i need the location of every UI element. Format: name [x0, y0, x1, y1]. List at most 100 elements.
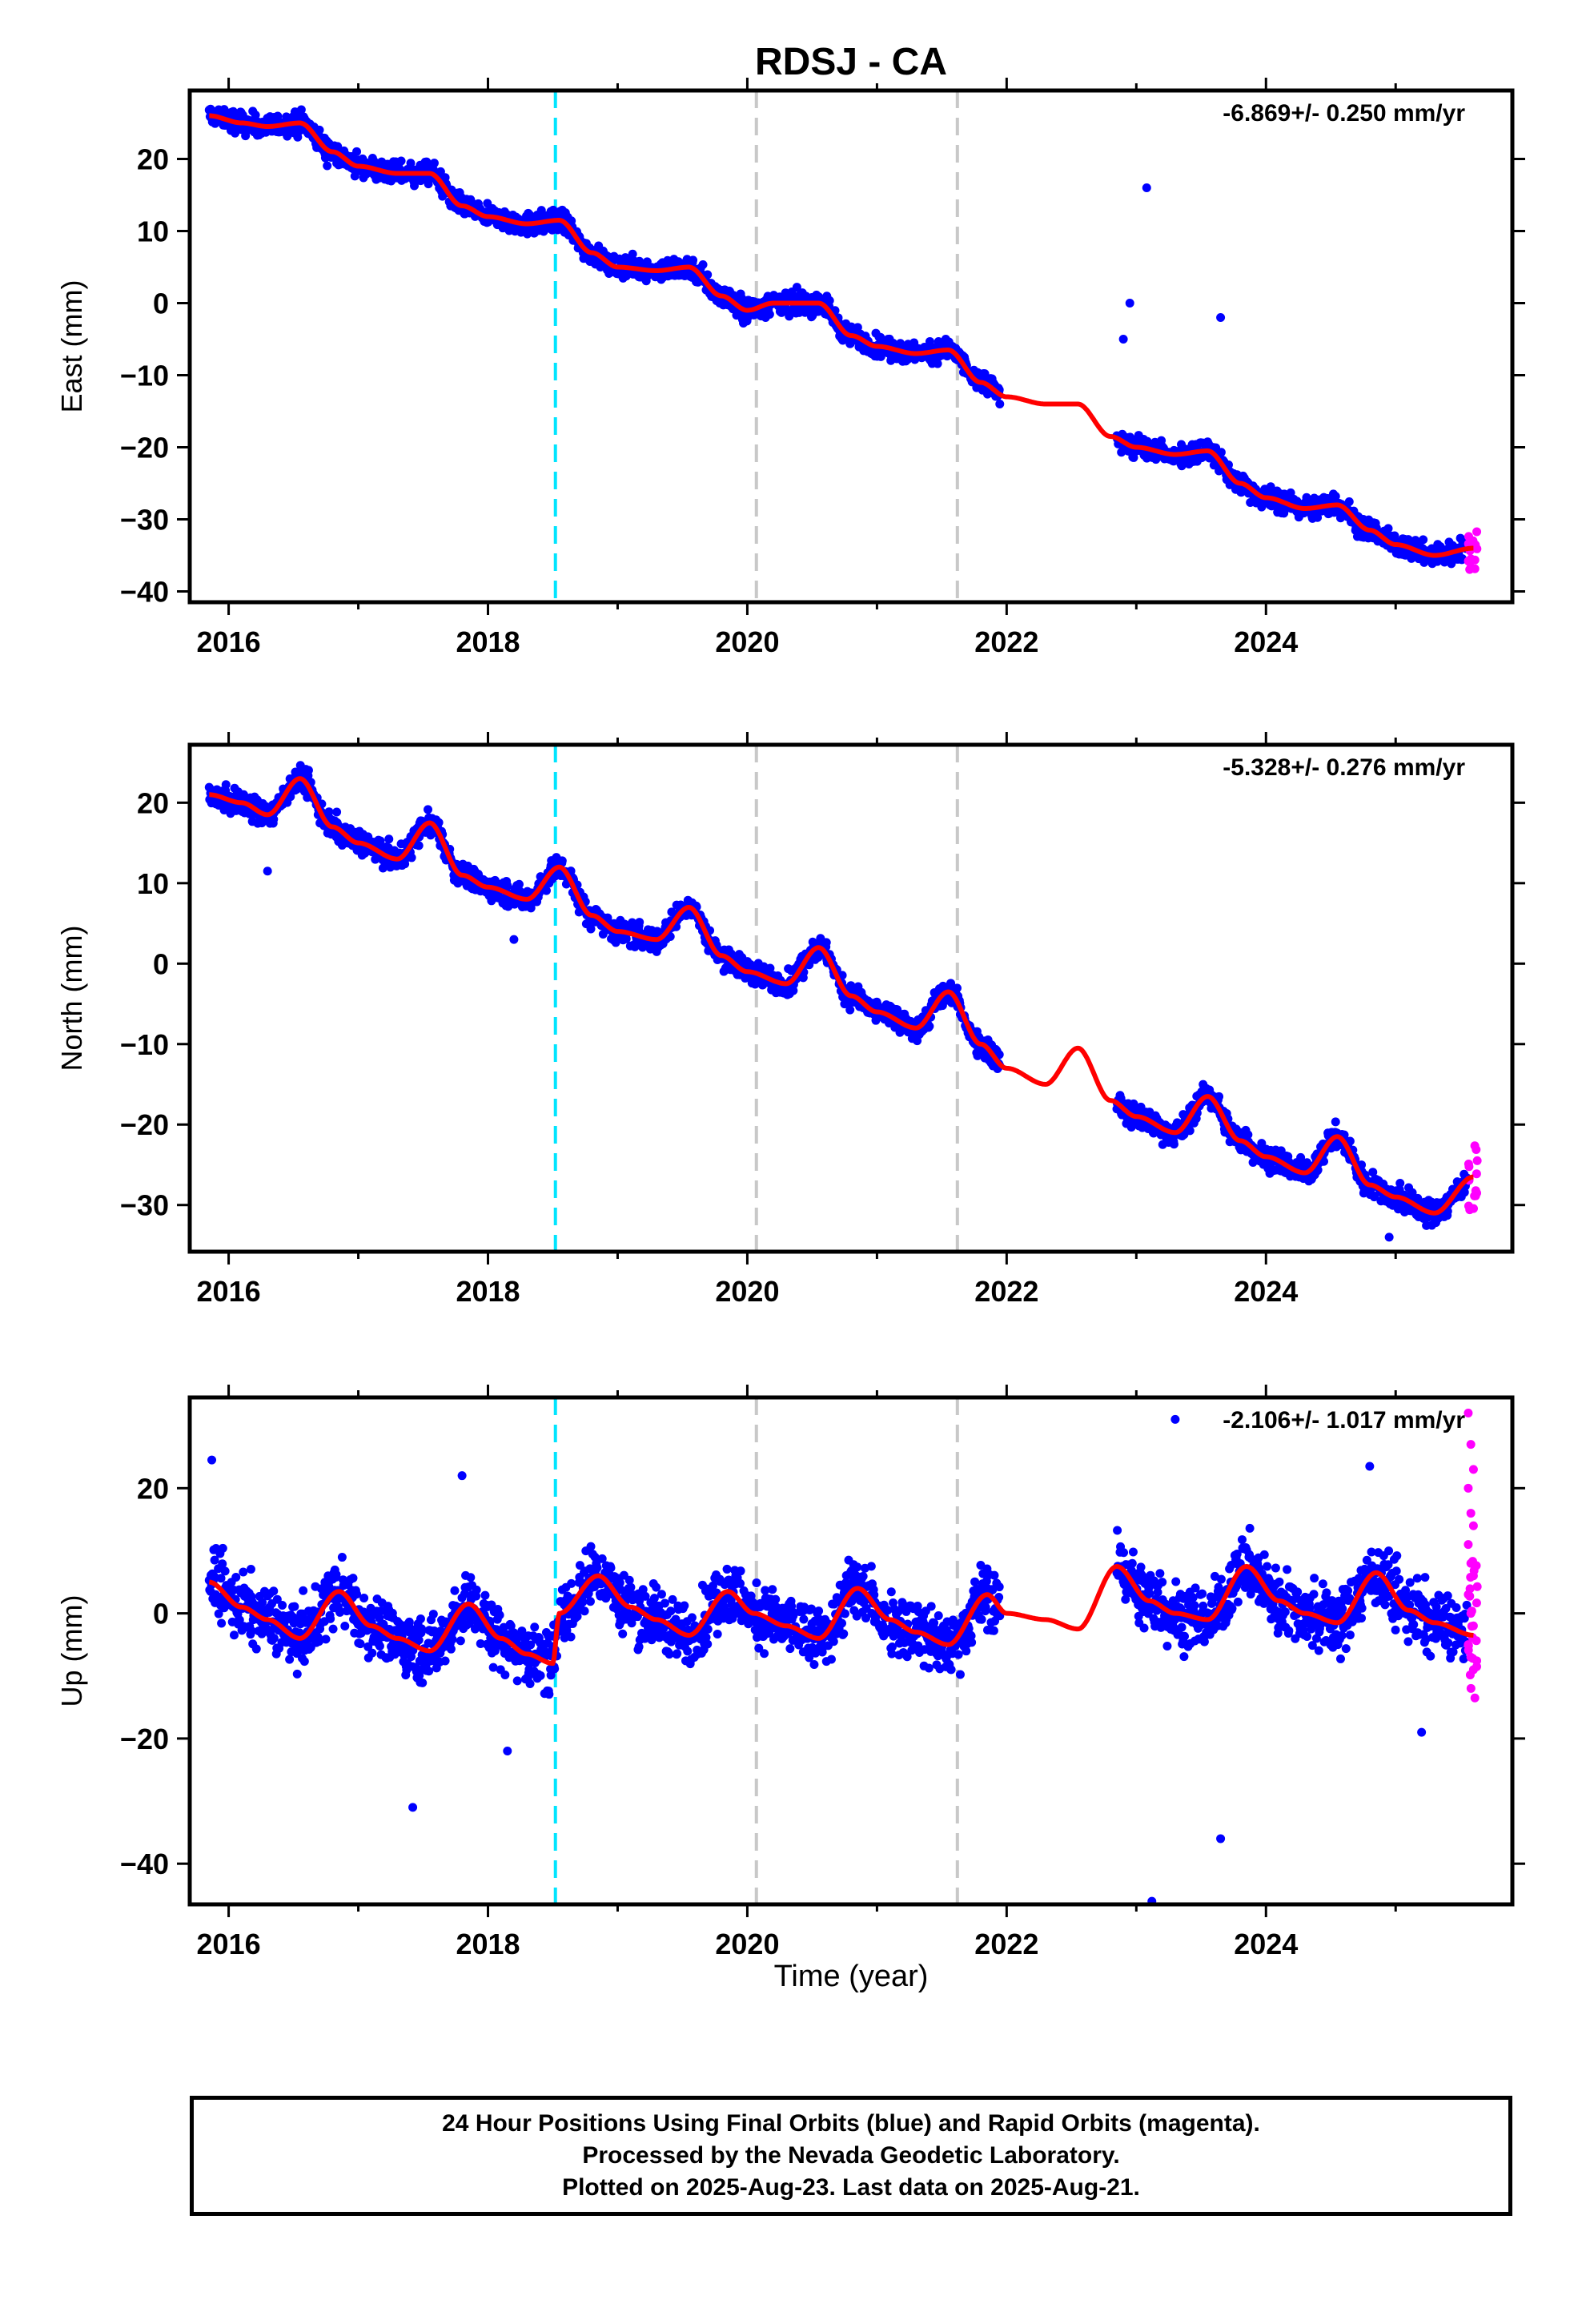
final-point — [1142, 183, 1151, 192]
x-tick-label: 2024 — [1234, 1275, 1298, 1308]
final-point — [239, 1567, 248, 1577]
final-point — [845, 1005, 855, 1015]
final-point — [326, 1614, 335, 1623]
final-point — [229, 1630, 239, 1640]
rapid-point — [1464, 1160, 1473, 1169]
final-point — [332, 807, 342, 817]
final-point — [348, 1574, 358, 1583]
final-point — [524, 210, 534, 219]
final-point — [328, 1624, 338, 1634]
final-point — [299, 1657, 309, 1667]
final-point — [424, 805, 433, 814]
final-point — [825, 296, 834, 305]
y-axis-label: East (mm) — [55, 280, 88, 413]
rapid-point — [1471, 1186, 1480, 1196]
chart-title: RDSJ - CA — [755, 41, 947, 83]
final-point — [429, 159, 439, 168]
final-point — [269, 1634, 279, 1643]
final-point — [355, 1639, 365, 1649]
final-point — [995, 400, 1005, 409]
final-point — [557, 856, 567, 866]
y-tick-label: −20 — [120, 1108, 169, 1141]
final-point — [321, 1634, 331, 1644]
final-point — [416, 1614, 425, 1623]
north-panel: 2016 2018 2020 2022 202420100−10−20−30North … — [55, 732, 1525, 1308]
final-point — [446, 1644, 456, 1654]
final-point — [792, 283, 801, 292]
final-point — [337, 1553, 347, 1562]
final-point — [352, 147, 362, 156]
y-tick-label: −40 — [120, 576, 169, 609]
final-point — [292, 1669, 302, 1679]
x-tick-label: 2024 — [1234, 625, 1298, 658]
final-point — [323, 161, 332, 171]
final-point — [635, 918, 644, 927]
final-point — [246, 1565, 255, 1574]
final-point — [278, 1600, 287, 1610]
y-tick-label: −30 — [120, 1189, 169, 1222]
final-point — [1395, 1179, 1405, 1188]
final-point — [853, 323, 862, 332]
final-point — [218, 1543, 227, 1553]
final-point — [340, 1622, 350, 1631]
y-tick-label: 10 — [137, 867, 169, 900]
rapid-point — [1464, 532, 1473, 541]
y-tick-label: 10 — [137, 215, 169, 248]
final-point — [509, 935, 519, 944]
final-point — [428, 1610, 438, 1619]
final-point — [424, 1667, 434, 1676]
y-tick-label: 0 — [153, 947, 169, 980]
final-point — [1125, 299, 1134, 308]
final-point — [1344, 497, 1354, 506]
final-point — [1216, 313, 1226, 322]
final-point — [285, 1655, 295, 1664]
rapid-point — [1465, 557, 1475, 567]
final-point — [315, 125, 324, 135]
rapid-point — [1472, 1144, 1481, 1154]
final-point — [698, 259, 708, 269]
final-point — [251, 111, 260, 120]
final-point — [765, 309, 774, 319]
y-tick-label: 0 — [153, 287, 169, 320]
final-point — [231, 1573, 241, 1582]
final-point — [448, 1634, 457, 1644]
final-point — [1331, 1117, 1340, 1127]
final-point — [273, 111, 283, 121]
final-point — [296, 105, 306, 115]
y-tick-label: −10 — [120, 1028, 169, 1061]
final-point — [418, 1678, 428, 1687]
final-point — [350, 171, 359, 181]
y-tick-label: −30 — [120, 504, 169, 537]
x-tick-label: 2022 — [974, 625, 1038, 658]
final-point — [217, 1618, 227, 1628]
final-point — [472, 1585, 481, 1594]
final-point — [628, 249, 637, 259]
final-point — [703, 270, 713, 279]
final-point — [1118, 335, 1128, 344]
final-point — [221, 780, 231, 790]
y-tick-label: 20 — [137, 786, 169, 819]
final-point — [1185, 1126, 1195, 1136]
x-tick-label: 2016 — [197, 625, 261, 658]
final-point — [396, 156, 406, 166]
x-tick-label: 2020 — [715, 625, 779, 658]
east-panel: 2016 2018 2020 2022 202420100−10−20−30−40Eas… — [55, 78, 1525, 658]
final-point — [263, 866, 272, 876]
final-point — [384, 834, 394, 844]
rapid-point — [1472, 527, 1482, 537]
rapid-point — [1472, 1169, 1481, 1179]
final-point — [407, 853, 416, 862]
final-point — [1419, 535, 1428, 545]
y-tick-label: −20 — [120, 432, 169, 464]
x-tick-label: 2018 — [456, 1275, 520, 1308]
final-point — [220, 1566, 230, 1576]
x-tick-label: 2020 — [715, 1275, 779, 1308]
final-point — [952, 983, 962, 993]
x-tick-label: 2016 — [197, 1275, 261, 1308]
y-tick-label: 20 — [137, 143, 169, 176]
final-point — [269, 1586, 279, 1596]
final-point — [1383, 524, 1393, 533]
final-point — [299, 1586, 308, 1595]
final-point — [251, 1644, 261, 1654]
